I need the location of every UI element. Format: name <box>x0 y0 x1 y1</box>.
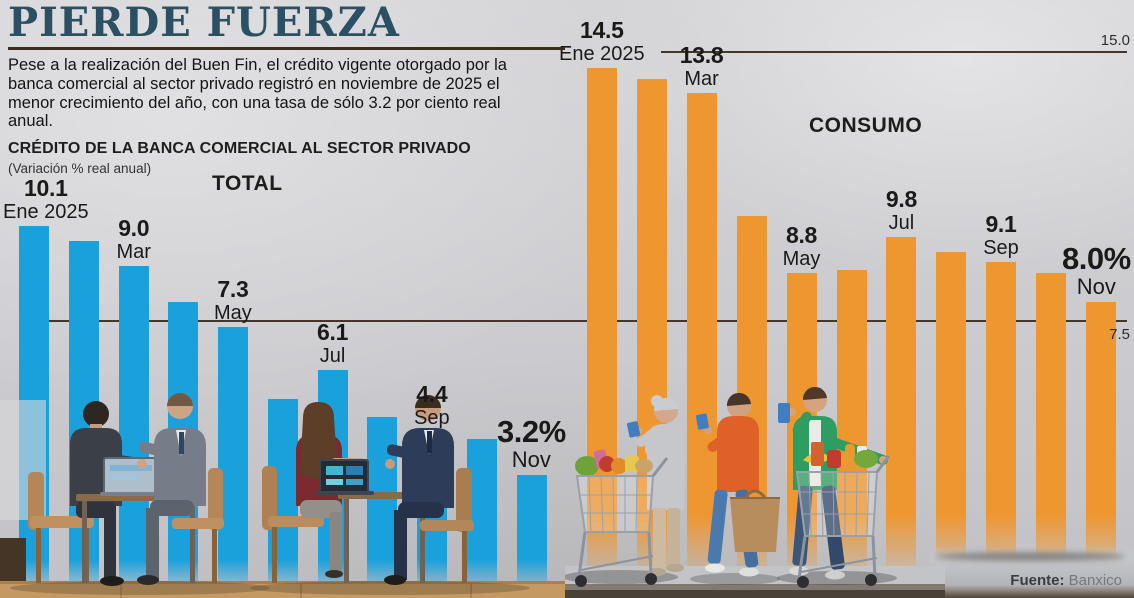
gridline-15 <box>661 51 1127 53</box>
gridline-label-15: 15.0 <box>1100 32 1130 49</box>
bar-mar <box>118 266 149 592</box>
header: PIERDE FUERZA Pese a la realización del … <box>8 2 568 176</box>
title-rule <box>8 47 565 50</box>
illustration-shoppers <box>565 386 945 598</box>
gridline-label-7-5: 7.5 <box>1109 326 1130 343</box>
floor-shadow <box>935 552 1125 561</box>
bar-mar <box>686 93 717 592</box>
bar-sep <box>986 262 1017 592</box>
illustration-business-meeting <box>0 393 570 598</box>
gridline-7-5 <box>19 320 1127 322</box>
source-line: Fuente: Banxico <box>1010 572 1122 589</box>
source-value: Banxico <box>1068 572 1122 589</box>
chart-subheading: (Variación % real anual) <box>8 161 152 177</box>
chart-title-consumo: CONSUMO <box>809 114 923 137</box>
source-label: Fuente: <box>1010 572 1065 589</box>
bar-may <box>218 327 248 592</box>
bar-jul <box>886 237 917 592</box>
intro-text: Pese a la realización del Buen Fin, el c… <box>8 56 507 131</box>
bar-jun <box>836 269 867 592</box>
floor-right <box>930 546 1134 598</box>
bar-ago <box>936 251 967 592</box>
bar-oct <box>1036 273 1067 592</box>
chart-title-total: TOTAL <box>212 172 283 195</box>
bar-nov <box>1086 302 1116 592</box>
bar-nov <box>516 474 547 592</box>
page-title: PIERDE FUERZA <box>8 0 400 46</box>
chart-heading: CRÉDITO DE LA BANCA COMERCIAL AL SECTOR … <box>8 140 471 158</box>
